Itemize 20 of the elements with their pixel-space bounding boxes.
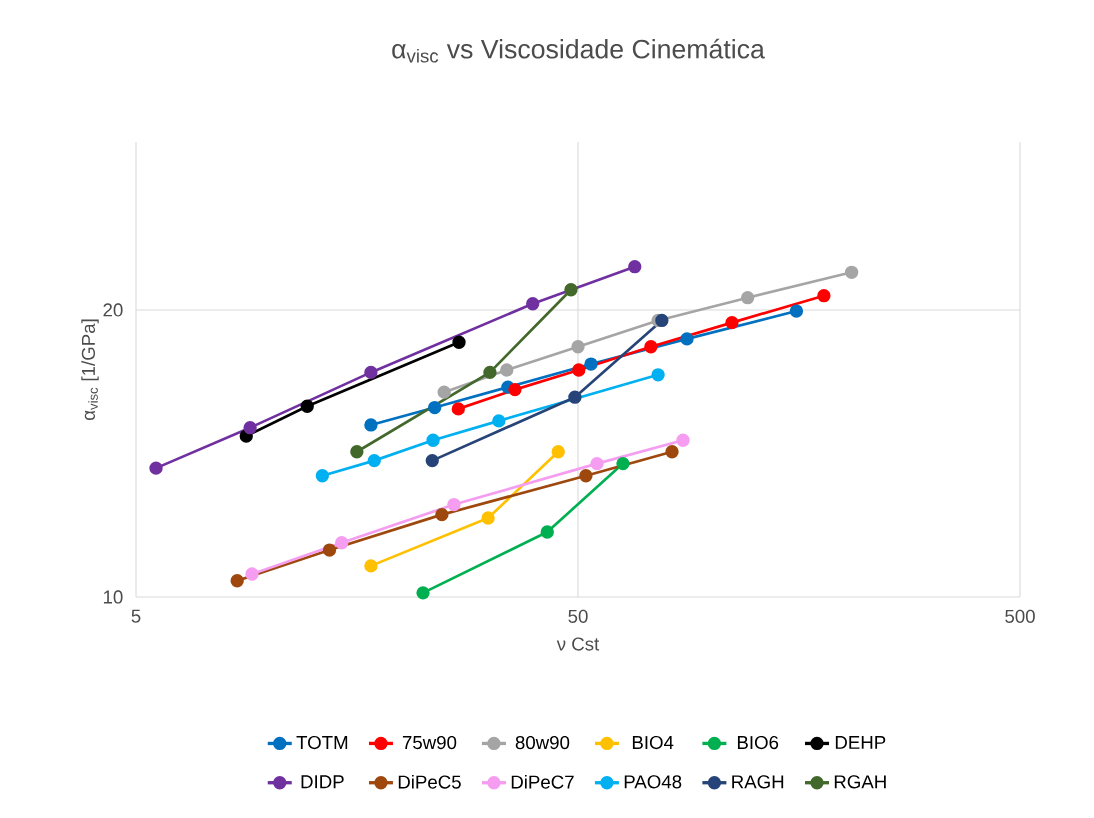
- legend-label: BIO4: [632, 735, 674, 750]
- x-tick-label: 50: [568, 609, 588, 623]
- y-axis-title: α$_{visc}$ [1/GPa]: [81, 319, 99, 420]
- legend-label: DiPeC5: [398, 774, 461, 789]
- chart-title: α$_{visc}$ vs Viscosidade Cinemática: [392, 38, 765, 63]
- legend-label: DiPeC7: [511, 774, 574, 789]
- legend-label: RGAH: [834, 775, 886, 789]
- legend-label: TOTM: [296, 735, 348, 750]
- x-tick-label: 5: [131, 609, 141, 623]
- legend-label: 80w90: [515, 735, 570, 750]
- x-axis-title: ν Cst: [556, 637, 600, 651]
- legend-label: 75w90: [402, 735, 457, 750]
- legend-label: DEHP: [835, 736, 886, 749]
- y-tick-label: 10: [103, 590, 123, 604]
- y-tick-label: 20: [103, 303, 123, 317]
- legend-label: RAGH: [732, 775, 784, 789]
- legend-label: BIO6: [737, 735, 779, 750]
- x-tick-label: 500: [1005, 609, 1035, 623]
- legend-label: DIDP: [301, 775, 344, 789]
- legend-label: PAO48: [624, 775, 682, 789]
